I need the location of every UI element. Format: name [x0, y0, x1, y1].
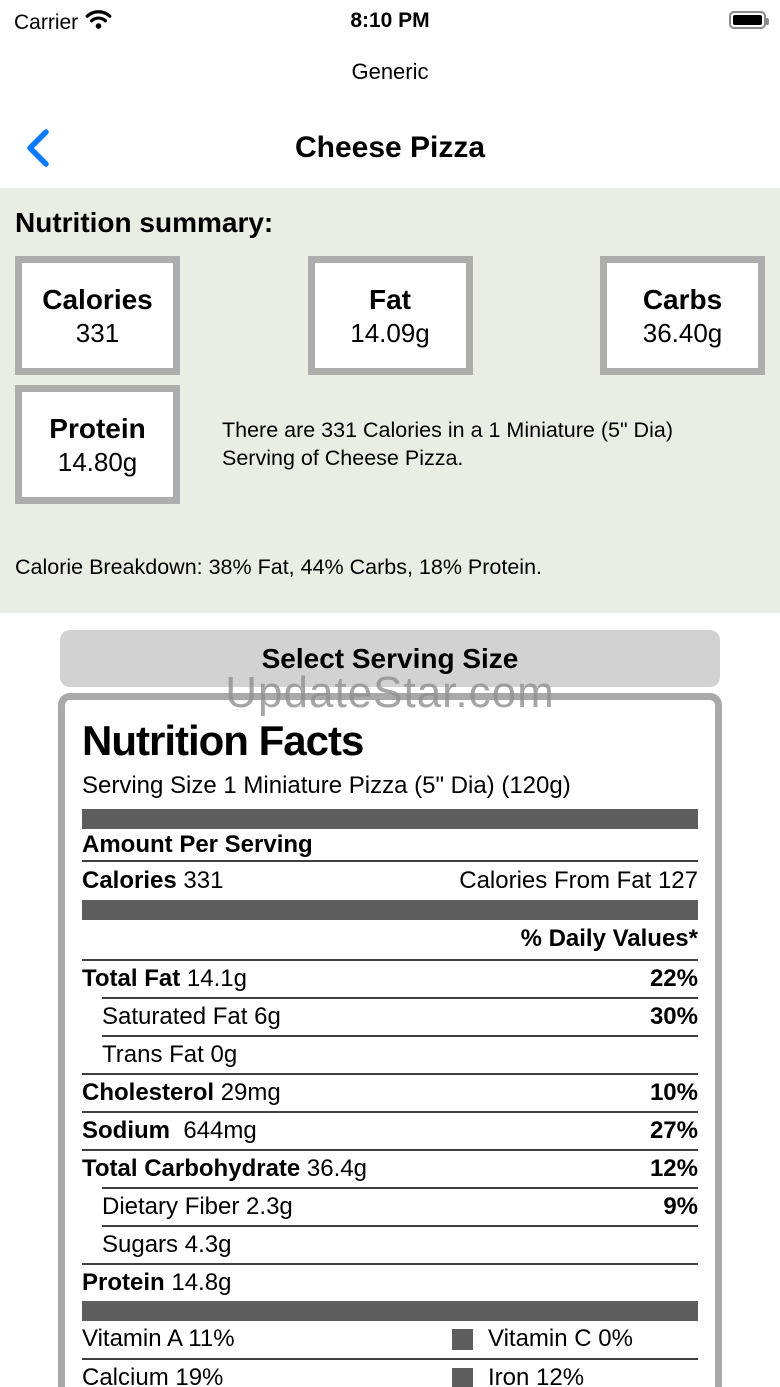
nutrient-name: Dietary Fiber: [102, 1193, 240, 1220]
vitamin-a: Vitamin A 11%: [82, 1325, 235, 1352]
bullet-square-icon: [452, 1328, 473, 1350]
nutrient-dv: 27%: [649, 1117, 698, 1144]
nutrient-value: 644mg: [183, 1117, 257, 1144]
nutrient-value: 29mg: [220, 1079, 281, 1106]
amount-per-serving-heading: Amount Per Serving: [82, 829, 698, 862]
nutrient-value: 0g: [210, 1041, 238, 1068]
brand-subtitle: Generic: [351, 59, 429, 84]
page-title: Cheese Pizza: [294, 131, 486, 164]
divider-bar: [82, 1301, 698, 1321]
card-value: 14.09g: [350, 317, 430, 348]
fat-card: Fat 14.09g: [307, 256, 473, 375]
row-total-fat: Total Fat 14.1g 22%: [82, 959, 698, 997]
vitamin-row: Calcium 19% Iron 12%: [82, 1358, 698, 1387]
battery-icon: [729, 11, 769, 29]
calories-row: Calories 331 Calories From Fat 127: [82, 862, 698, 900]
card-label: Fat: [369, 283, 411, 315]
nutrient-value: 36.4g: [306, 1155, 367, 1182]
calories-label: Calories: [82, 867, 177, 894]
nutrient-name: Protein: [82, 1269, 165, 1296]
nutrient-value: 14.8g: [171, 1269, 232, 1296]
row-total-carbohydrate: Total Carbohydrate 36.4g 12%: [82, 1149, 698, 1187]
bullet-square-icon: [452, 1367, 473, 1387]
daily-values-header: % Daily Values*: [520, 925, 698, 952]
wifi-icon: [85, 9, 112, 36]
divider-bar: [82, 809, 698, 829]
nutrition-summary-section: Nutrition summary: Calories 331 Fat 14.0…: [0, 188, 780, 613]
nutrient-value: 6g: [254, 1003, 281, 1030]
calories-cell: Calories 331: [82, 867, 223, 895]
nutrient-name: Trans Fat: [102, 1041, 204, 1068]
card-label: Calories: [42, 283, 153, 315]
serving-size-text: Serving Size 1 Miniature Pizza (5" Dia) …: [82, 772, 571, 799]
carrier-label: Carrier: [14, 10, 79, 34]
nutrient-dv: 9%: [663, 1193, 698, 1220]
chevron-left-icon: [23, 129, 51, 172]
calories-from-fat: Calories From Fat 127: [459, 867, 698, 894]
facts-title: Nutrition Facts: [82, 717, 364, 764]
calorie-breakdown: Calorie Breakdown: 38% Fat, 44% Carbs, 1…: [15, 555, 543, 579]
nutrient-name: Saturated Fat: [102, 1003, 248, 1030]
nutrient-name: Total Fat: [82, 965, 181, 992]
nutrient-dv: 12%: [649, 1155, 698, 1182]
row-cholesterol: Cholesterol 29mg 10%: [82, 1073, 698, 1111]
nutrient-value: 2.3g: [246, 1193, 293, 1220]
vitamin-c: Vitamin C 0%: [488, 1325, 633, 1352]
row-sugars: Sugars 4.3g: [102, 1225, 698, 1263]
calories-card: Calories 331: [15, 256, 180, 375]
protein-card: Protein 14.80g: [15, 385, 180, 504]
card-label: Carbs: [642, 283, 723, 315]
card-value: 14.80g: [57, 446, 138, 477]
clock: 8:10 PM: [350, 9, 430, 32]
nutrient-name: Total Carbohydrate: [82, 1155, 301, 1182]
row-dietary-fiber: Dietary Fiber 2.3g 9%: [102, 1187, 698, 1225]
nutrient-dv: 30%: [649, 1003, 698, 1030]
vitamin-row: Vitamin A 11% Vitamin C 0%: [82, 1321, 698, 1358]
select-serving-size-button[interactable]: Select Serving Size: [60, 630, 720, 687]
back-button[interactable]: [20, 127, 54, 169]
summary-heading: Nutrition summary:: [15, 207, 274, 238]
carbs-card: Carbs 36.40g: [600, 256, 765, 375]
divider-bar: [82, 900, 698, 920]
calcium: Calcium 19%: [82, 1364, 224, 1387]
nutrition-facts-label: Nutrition Facts Serving Size 1 Miniature…: [58, 693, 722, 1387]
iron: Iron 12%: [488, 1364, 585, 1387]
nutrient-value: 14.1g: [186, 965, 247, 992]
nav-bar: Cheese Pizza: [0, 126, 780, 170]
card-label: Protein: [49, 412, 146, 444]
calories-value: 331: [183, 867, 224, 894]
serving-description: There are 331 Calories in a 1 Miniature …: [222, 418, 673, 470]
card-value: 331: [75, 317, 120, 348]
nutrient-name: Sugars: [102, 1231, 179, 1258]
row-saturated-fat: Saturated Fat 6g 30%: [102, 997, 698, 1035]
nutrient-name: Sodium: [82, 1117, 170, 1144]
row-protein: Protein 14.8g: [82, 1263, 698, 1301]
row-sodium: Sodium 644mg 27%: [82, 1111, 698, 1149]
card-value: 36.40g: [642, 317, 723, 348]
status-bar: Carrier 8:10 PM: [0, 0, 780, 42]
nutrient-value: 4.3g: [184, 1231, 232, 1258]
nutrient-dv: 22%: [649, 965, 698, 992]
row-trans-fat: Trans Fat 0g: [102, 1035, 698, 1073]
nutrient-dv: 10%: [649, 1079, 698, 1106]
nutrient-name: Cholesterol: [82, 1079, 215, 1106]
